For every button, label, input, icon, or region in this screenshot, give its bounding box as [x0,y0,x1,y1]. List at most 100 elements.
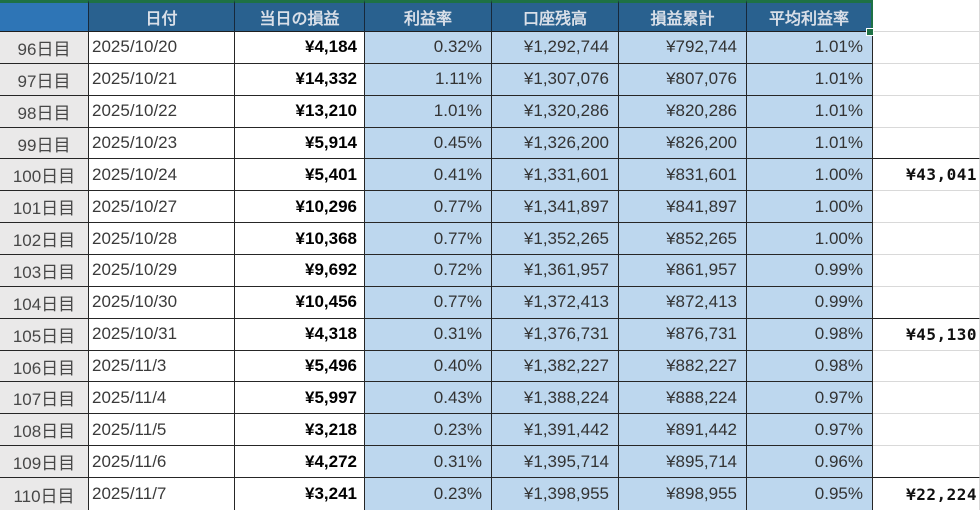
profit-rate-cell[interactable]: 0.77% [365,191,492,224]
avg-profit-rate-cell[interactable]: 0.95% [747,478,873,510]
profit-rate-cell[interactable]: 0.40% [365,350,492,383]
avg-profit-rate-cell[interactable]: 1.01% [747,127,873,160]
profit-rate-cell[interactable]: 0.23% [365,478,492,510]
cumulative-pl-cell[interactable]: ¥891,442 [619,414,747,447]
avg-profit-rate-cell[interactable]: 0.96% [747,446,873,479]
profit-rate-cell[interactable]: 0.23% [365,414,492,447]
week-total-cell[interactable] [873,350,980,383]
daily-pl-cell[interactable]: ¥14,332 [235,63,365,96]
balance-cell[interactable]: ¥1,292,744 [492,32,619,64]
cumulative-pl-cell[interactable]: ¥792,744 [619,32,747,64]
day-label-cell[interactable]: 98日目 [0,95,89,128]
cumulative-pl-cell[interactable]: ¥898,955 [619,478,747,510]
balance-cell[interactable]: ¥1,391,442 [492,414,619,447]
avg-profit-rate-cell[interactable]: 1.01% [747,32,873,64]
cumulative-pl-cell[interactable]: ¥820,286 [619,95,747,128]
profit-rate-cell[interactable]: 0.32% [365,32,492,64]
week-total-cell[interactable] [873,32,980,64]
week-total-cell[interactable]: ¥45,130 [873,318,980,351]
week-total-cell[interactable]: ¥22,224 [873,478,980,510]
balance-cell[interactable]: ¥1,372,413 [492,286,619,319]
day-label-cell[interactable]: 109日目 [0,446,89,479]
balance-cell[interactable]: ¥1,326,200 [492,127,619,160]
week-total-cell[interactable] [873,255,980,287]
balance-cell[interactable]: ¥1,376,731 [492,318,619,351]
cumulative-pl-cell[interactable]: ¥841,897 [619,191,747,224]
day-label-cell[interactable]: 101日目 [0,191,89,224]
avg-profit-rate-cell[interactable]: 1.00% [747,159,873,192]
cumulative-pl-cell[interactable]: ¥888,224 [619,382,747,415]
week-total-cell[interactable] [873,63,980,96]
date-cell[interactable]: 2025/10/29 [89,255,235,287]
daily-pl-cell[interactable]: ¥10,296 [235,191,365,224]
daily-pl-cell[interactable]: ¥4,272 [235,446,365,479]
week-total-cell[interactable] [873,95,980,128]
cumulative-pl-cell[interactable]: ¥831,601 [619,159,747,192]
day-label-cell[interactable]: 100日目 [0,159,89,192]
header-account-balance[interactable]: 口座残高 [492,0,619,32]
header-profit-rate[interactable]: 利益率 [365,0,492,32]
date-cell[interactable]: 2025/10/27 [89,191,235,224]
week-total-cell[interactable] [873,127,980,160]
day-label-cell[interactable]: 97日目 [0,63,89,96]
balance-cell[interactable]: ¥1,361,957 [492,255,619,287]
cumulative-pl-cell[interactable]: ¥807,076 [619,63,747,96]
header-date[interactable]: 日付 [89,0,235,32]
avg-profit-rate-cell[interactable]: 0.98% [747,350,873,383]
date-cell[interactable]: 2025/11/3 [89,350,235,383]
daily-pl-cell[interactable]: ¥4,318 [235,318,365,351]
cumulative-pl-cell[interactable]: ¥895,714 [619,446,747,479]
selection-fill-handle[interactable] [866,28,874,36]
daily-pl-cell[interactable]: ¥4,184 [235,32,365,64]
balance-cell[interactable]: ¥1,331,601 [492,159,619,192]
cumulative-pl-cell[interactable]: ¥861,957 [619,255,747,287]
date-cell[interactable]: 2025/10/22 [89,95,235,128]
balance-cell[interactable]: ¥1,398,955 [492,478,619,510]
balance-cell[interactable]: ¥1,320,286 [492,95,619,128]
day-label-cell[interactable]: 106日目 [0,350,89,383]
daily-pl-cell[interactable]: ¥3,218 [235,414,365,447]
date-cell[interactable]: 2025/10/30 [89,286,235,319]
profit-rate-cell[interactable]: 1.01% [365,95,492,128]
daily-pl-cell[interactable]: ¥13,210 [235,95,365,128]
cumulative-pl-cell[interactable]: ¥852,265 [619,223,747,256]
date-cell[interactable]: 2025/10/20 [89,32,235,64]
cumulative-pl-cell[interactable]: ¥876,731 [619,318,747,351]
avg-profit-rate-cell[interactable]: 0.98% [747,318,873,351]
date-cell[interactable]: 2025/10/28 [89,223,235,256]
week-total-cell[interactable]: ¥43,041 [873,159,980,192]
balance-cell[interactable]: ¥1,307,076 [492,63,619,96]
daily-pl-cell[interactable]: ¥5,496 [235,350,365,383]
profit-rate-cell[interactable]: 1.11% [365,63,492,96]
day-label-cell[interactable]: 107日目 [0,382,89,415]
profit-rate-cell[interactable]: 0.31% [365,318,492,351]
header-daily-pl[interactable]: 当日の損益 [235,0,365,32]
date-cell[interactable]: 2025/11/7 [89,478,235,510]
balance-cell[interactable]: ¥1,341,897 [492,191,619,224]
avg-profit-rate-cell[interactable]: 0.97% [747,382,873,415]
day-label-cell[interactable]: 102日目 [0,223,89,256]
profit-rate-cell[interactable]: 0.41% [365,159,492,192]
date-cell[interactable]: 2025/11/6 [89,446,235,479]
day-label-cell[interactable]: 108日目 [0,414,89,447]
profit-rate-cell[interactable]: 0.77% [365,286,492,319]
profit-rate-cell[interactable]: 0.72% [365,255,492,287]
profit-rate-cell[interactable]: 0.45% [365,127,492,160]
avg-profit-rate-cell[interactable]: 0.99% [747,286,873,319]
balance-cell[interactable]: ¥1,382,227 [492,350,619,383]
header-empty-cell[interactable] [873,0,980,32]
week-total-cell[interactable] [873,286,980,319]
header-avg-profit-rate[interactable]: 平均利益率 [747,0,873,32]
header-corner-cell[interactable] [0,0,89,32]
avg-profit-rate-cell[interactable]: 0.97% [747,414,873,447]
daily-pl-cell[interactable]: ¥10,456 [235,286,365,319]
day-label-cell[interactable]: 96日目 [0,32,89,64]
avg-profit-rate-cell[interactable]: 1.00% [747,223,873,256]
date-cell[interactable]: 2025/11/4 [89,382,235,415]
balance-cell[interactable]: ¥1,352,265 [492,223,619,256]
daily-pl-cell[interactable]: ¥5,914 [235,127,365,160]
date-cell[interactable]: 2025/10/24 [89,159,235,192]
week-total-cell[interactable] [873,223,980,256]
date-cell[interactable]: 2025/10/23 [89,127,235,160]
profit-rate-cell[interactable]: 0.31% [365,446,492,479]
